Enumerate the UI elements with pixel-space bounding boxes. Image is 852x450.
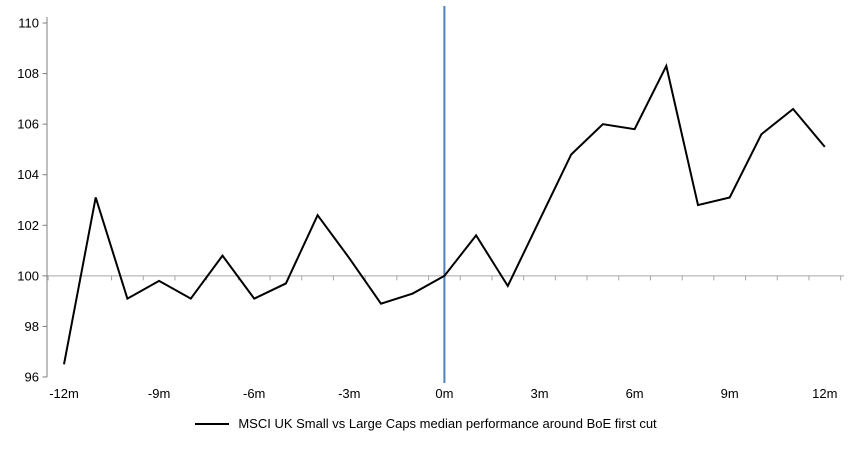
y-axis-label: 100 (17, 268, 39, 283)
x-axis-label: -9m (148, 386, 170, 401)
x-axis-label: -3m (338, 386, 360, 401)
x-axis-label: 3m (530, 386, 548, 401)
series-line (63, 63, 826, 365)
y-axis-label: 108 (17, 66, 39, 81)
y-axis-label: 106 (17, 117, 39, 132)
y-axis-label: 104 (17, 167, 39, 182)
x-axis-label: -6m (243, 386, 265, 401)
x-axis-label: 9m (721, 386, 739, 401)
line-chart: 110 108 106 104 102 100 98 96 -12m -9m -6m -3m 0m 3m 6… (17, 6, 844, 401)
x-axis-label: 6m (626, 386, 644, 401)
chart-legend: MSCI UK Small vs Large Caps median perfo… (0, 416, 852, 431)
legend-label: MSCI UK Small vs Large Caps median perfo… (238, 416, 657, 431)
y-axis-label: 96 (25, 370, 39, 385)
y-axis-label: 110 (18, 16, 39, 31)
y-axis-label: 102 (17, 218, 39, 233)
x-axis-label: 12m (812, 386, 837, 401)
x-axis-label: -12m (49, 386, 79, 401)
y-axis-label: 98 (25, 319, 39, 334)
legend-line-swatch (195, 422, 230, 425)
x-axis-label: 0m (435, 386, 453, 401)
